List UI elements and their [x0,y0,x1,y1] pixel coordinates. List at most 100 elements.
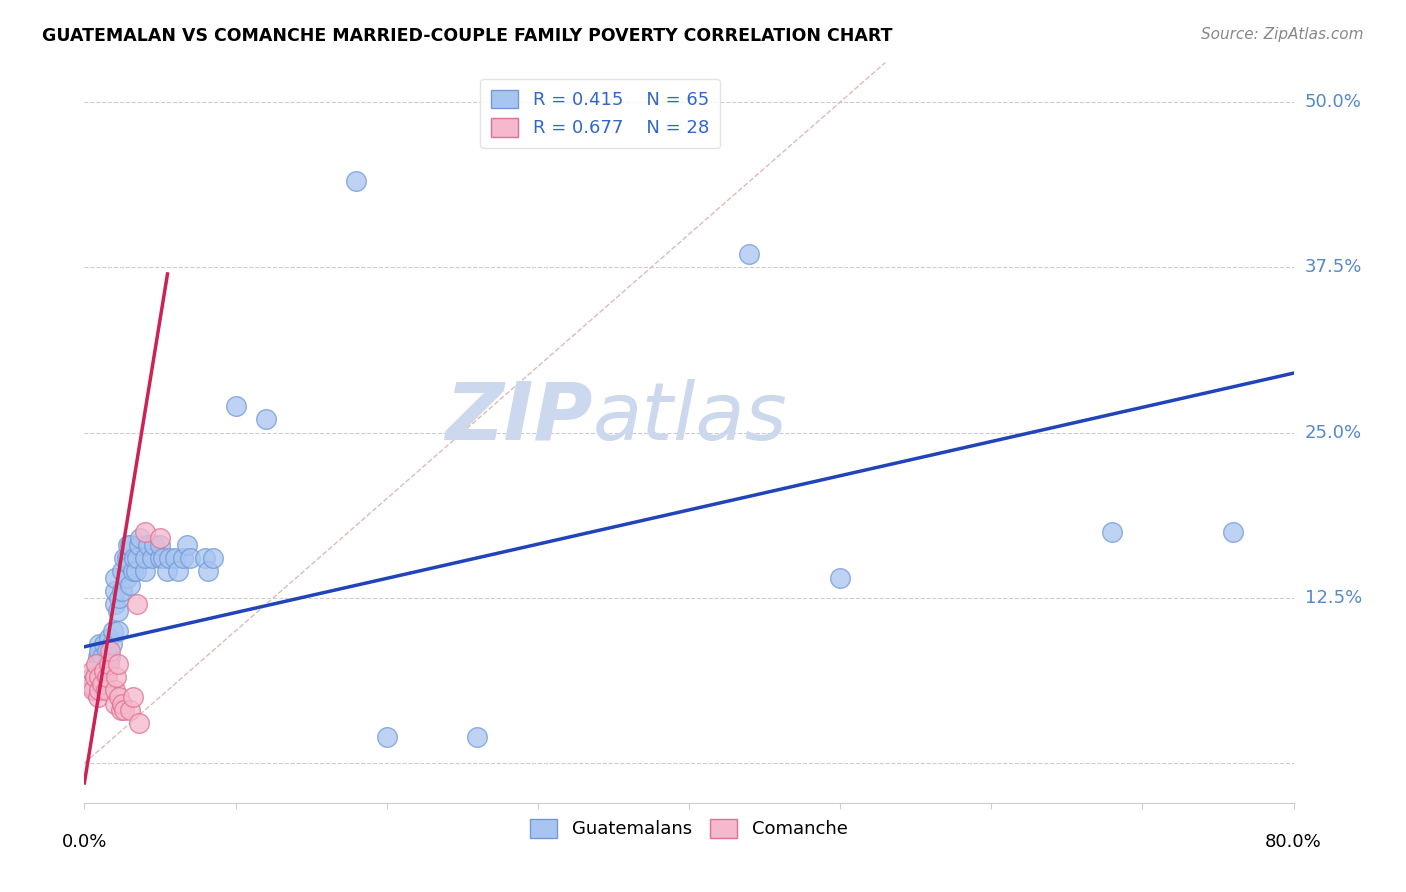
Point [86,664,108,678]
Point [149,538,172,552]
Point [84,683,107,698]
Point [346,174,368,188]
Point [98,650,121,665]
Point [142,538,165,552]
Point [152,551,174,566]
Text: 0.0%: 0.0% [62,833,107,851]
Point [117,538,139,552]
Point [165,551,187,566]
Point [107,657,129,671]
Point [201,551,224,566]
Point [104,683,127,698]
Point [179,551,201,566]
Text: ZIP: ZIP [444,379,592,457]
Point [96,657,118,671]
Point [156,565,179,579]
Text: 80.0%: 80.0% [1265,833,1322,851]
Point [1222,524,1244,539]
Point [100,637,122,651]
Point [121,690,143,704]
Point [101,624,124,638]
Point [96,644,118,658]
Point [194,551,217,566]
Point [129,532,152,546]
Point [96,670,118,684]
Point [104,598,127,612]
Legend: Guatemalans, Comanche: Guatemalans, Comanche [523,812,855,846]
Point [118,538,141,552]
Point [128,716,150,731]
Point [115,551,138,566]
Point [225,399,247,413]
Point [157,551,180,566]
Point [197,565,219,579]
Point [79,677,101,691]
Point [82,683,104,698]
Point [118,577,141,591]
Text: atlas: atlas [592,379,787,457]
Point [128,538,150,552]
Point [1101,524,1123,539]
Point [86,657,108,671]
Point [134,524,156,539]
Point [149,532,172,546]
Point [89,657,111,671]
Point [110,703,132,717]
Point [98,644,121,658]
Point [167,565,190,579]
Point [111,697,134,711]
Point [104,697,127,711]
Point [107,604,129,618]
Point [134,551,156,566]
Point [467,730,489,744]
Point [107,624,129,638]
Text: 50.0%: 50.0% [1305,93,1361,112]
Point [94,670,117,684]
Point [118,703,141,717]
Point [89,637,111,651]
Point [111,565,134,579]
Point [91,677,114,691]
Point [93,664,115,678]
Point [80,664,103,678]
Point [111,584,134,599]
Point [105,670,128,684]
Point [87,690,110,704]
Text: 25.0%: 25.0% [1305,424,1362,442]
Text: 37.5%: 37.5% [1305,259,1362,277]
Point [97,631,120,645]
Point [149,551,172,566]
Point [115,571,138,585]
Point [89,644,111,658]
Point [118,558,141,572]
Point [254,412,277,426]
Point [91,664,114,678]
Point [738,247,761,261]
Point [97,657,120,671]
Point [84,670,107,684]
Point [127,551,149,566]
Point [89,670,111,684]
Point [136,538,159,552]
Point [112,703,135,717]
Point [176,538,198,552]
Point [141,551,163,566]
Point [172,551,194,566]
Point [80,670,103,684]
Point [91,650,114,665]
Point [108,690,131,704]
Text: GUATEMALAN VS COMANCHE MARRIED-COUPLE FAMILY POVERTY CORRELATION CHART: GUATEMALAN VS COMANCHE MARRIED-COUPLE FA… [42,27,893,45]
Point [134,565,156,579]
Point [89,683,111,698]
Point [830,571,852,585]
Point [122,551,145,566]
Point [93,637,115,651]
Point [121,565,143,579]
Point [94,683,117,698]
Point [375,730,398,744]
Point [127,598,149,612]
Point [108,591,131,605]
Point [104,584,127,599]
Point [104,571,127,585]
Point [87,650,110,665]
